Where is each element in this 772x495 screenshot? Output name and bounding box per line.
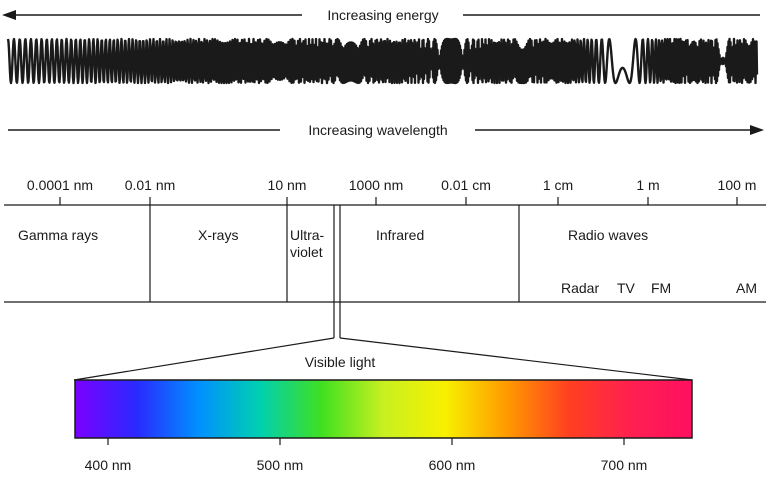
scale-tick-label: 1000 nm bbox=[349, 177, 403, 193]
visible-spectrum-bar bbox=[74, 379, 693, 439]
scale-tick-label: 0.01 cm bbox=[441, 177, 491, 193]
region-infrared: Infrared bbox=[376, 227, 424, 243]
wave-curve bbox=[6, 37, 759, 85]
wavelength-arrow-label: Increasing wavelength bbox=[308, 122, 447, 138]
region-ultraviolet-line1: Ultra- bbox=[290, 227, 325, 243]
visible-tick-label: 400 nm bbox=[85, 457, 132, 473]
arrowhead-left-icon bbox=[2, 10, 16, 20]
scale-tick-label: 10 nm bbox=[268, 177, 307, 193]
energy-arrow-label: Increasing energy bbox=[327, 7, 438, 23]
energy-arrow: Increasing energy bbox=[2, 7, 760, 23]
radio-band-fm: FM bbox=[651, 280, 671, 296]
region-ultraviolet-line2: violet bbox=[290, 244, 323, 260]
visible-zoom-lines bbox=[73, 302, 693, 381]
region-radio-waves: Radio waves bbox=[568, 227, 648, 243]
wavelength-arrow: Increasing wavelength bbox=[8, 122, 764, 138]
visible-light-title: Visible light bbox=[305, 354, 376, 370]
scale-tick-label: 1 m bbox=[636, 177, 659, 193]
visible-tick-label: 700 nm bbox=[601, 457, 648, 473]
scale-tick-label: 100 m bbox=[718, 177, 757, 193]
region-gamma-rays: Gamma rays bbox=[18, 227, 98, 243]
visible-axis bbox=[107, 438, 625, 445]
visible-tick-label: 600 nm bbox=[429, 457, 476, 473]
scale-tick-label: 0.01 nm bbox=[125, 177, 176, 193]
radio-band-radar: Radar bbox=[561, 280, 599, 296]
region-band bbox=[4, 204, 766, 303]
scale-tick-label: 1 cm bbox=[543, 177, 573, 193]
scale-tick-label: 0.0001 nm bbox=[27, 177, 93, 193]
region-x-rays: X-rays bbox=[198, 227, 238, 243]
arrowhead-right-icon bbox=[750, 125, 764, 135]
radio-band-tv: TV bbox=[617, 280, 636, 296]
visible-tick-label: 500 nm bbox=[257, 457, 304, 473]
radio-band-am: AM bbox=[736, 280, 757, 296]
scale-axis: 0.0001 nm 0.01 nm 10 nm 1000 nm 0.01 cm … bbox=[27, 177, 757, 205]
